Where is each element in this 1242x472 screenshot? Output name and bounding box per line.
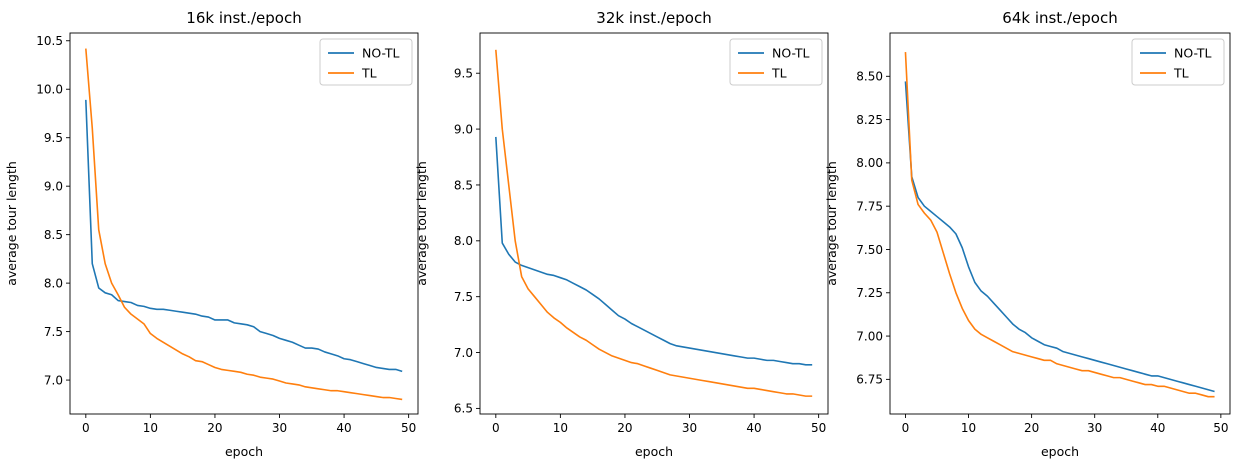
chart-panel-3: 64k inst./epoch 0 10 20 30 40 50 6.75 7.00 7.25 7.… xyxy=(824,9,1231,459)
x-tick-label: 20 xyxy=(1024,421,1039,435)
legend-label-no-tl: NO-TL xyxy=(362,46,400,61)
x-tick-label: 10 xyxy=(961,421,976,435)
legend-label-tl: TL xyxy=(361,66,377,81)
y-tick-label: 9.0 xyxy=(454,122,473,136)
series-line-no-tl xyxy=(85,99,403,373)
chart-title: 16k inst./epoch xyxy=(186,9,301,27)
x-tick-label: 10 xyxy=(553,421,568,435)
y-tick-label: 9.0 xyxy=(44,179,63,193)
legend-label-no-tl: NO-TL xyxy=(1174,46,1212,61)
chart-title: 32k inst./epoch xyxy=(596,9,711,27)
series-line-tl xyxy=(904,52,1215,398)
y-tick-label: 7.0 xyxy=(454,346,473,360)
x-axis-label: epoch xyxy=(1041,444,1079,459)
y-tick-label: 7.50 xyxy=(856,243,883,257)
legend-label-tl: TL xyxy=(1173,66,1189,81)
y-tick-label: 7.5 xyxy=(454,290,473,304)
x-tick-label: 0 xyxy=(492,421,500,435)
chart-panel-1: 16k inst./epoch 0 10 20 30 40 50 7.0 7.5 8.0 8.5 9.… xyxy=(4,9,419,459)
y-tick-label: 10.0 xyxy=(36,83,63,97)
y-tick-label: 7.00 xyxy=(856,329,883,343)
legend-label-no-tl: NO-TL xyxy=(772,46,810,61)
legend-label-tl: TL xyxy=(771,66,787,81)
series-line-no-tl xyxy=(495,136,813,366)
x-tick-label: 0 xyxy=(902,421,910,435)
y-tick-label: 8.25 xyxy=(856,113,883,127)
y-tick-label: 8.0 xyxy=(454,234,473,248)
legend: NO-TL TL xyxy=(729,38,823,86)
y-tick-label: 6.5 xyxy=(454,402,473,416)
y-axis-label: average tour length xyxy=(4,161,19,286)
y-tick-label: 7.75 xyxy=(856,199,883,213)
chart-panel-2: 32k inst./epoch 0 10 20 30 40 50 6.5 7.0 7.5 8.0 8.… xyxy=(414,9,829,459)
y-tick-label: 7.0 xyxy=(44,373,63,387)
series-line-tl xyxy=(85,48,403,401)
y-tick-label: 7.25 xyxy=(856,286,883,300)
y-tick-label: 8.00 xyxy=(856,156,883,170)
y-tick-label: 9.5 xyxy=(44,131,63,145)
y-axis-label: average tour length xyxy=(414,161,429,286)
series-line-no-tl xyxy=(904,81,1215,393)
y-tick-label: 9.5 xyxy=(454,67,473,81)
x-axis-label: epoch xyxy=(225,444,263,459)
y-tick-label: 7.5 xyxy=(44,325,63,339)
x-tick-label: 40 xyxy=(746,421,761,435)
axes-frame xyxy=(479,32,829,415)
axes-frame xyxy=(889,32,1231,415)
x-axis-label: epoch xyxy=(635,444,673,459)
y-axis-label: average tour length xyxy=(824,161,839,286)
y-tick-label: 8.0 xyxy=(44,276,63,290)
x-tick-label: 50 xyxy=(401,421,416,435)
x-tick-label: 30 xyxy=(682,421,697,435)
x-tick-label: 10 xyxy=(143,421,158,435)
y-tick-label: 8.5 xyxy=(44,228,63,242)
x-tick-label: 30 xyxy=(272,421,287,435)
x-tick-label: 50 xyxy=(1213,421,1228,435)
x-tick-label: 30 xyxy=(1087,421,1102,435)
x-tick-label: 40 xyxy=(336,421,351,435)
legend: NO-TL TL xyxy=(1131,38,1225,86)
x-tick-label: 50 xyxy=(811,421,826,435)
x-tick-label: 40 xyxy=(1150,421,1165,435)
chart-title: 64k inst./epoch xyxy=(1002,9,1117,27)
y-tick-label: 6.75 xyxy=(856,373,883,387)
series-line-tl xyxy=(495,49,813,397)
y-tick-label: 8.50 xyxy=(856,70,883,84)
legend: NO-TL TL xyxy=(319,38,413,86)
x-tick-label: 20 xyxy=(617,421,632,435)
y-tick-label: 8.5 xyxy=(454,178,473,192)
axes-frame xyxy=(69,32,419,415)
y-tick-label: 10.5 xyxy=(36,34,63,48)
x-tick-label: 0 xyxy=(82,421,90,435)
x-tick-label: 20 xyxy=(207,421,222,435)
